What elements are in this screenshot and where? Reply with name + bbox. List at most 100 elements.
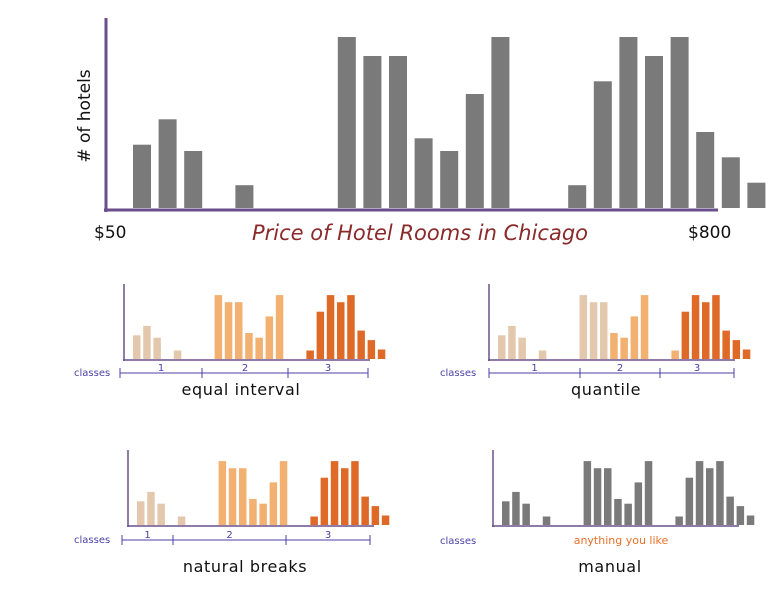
panel-bar xyxy=(579,295,588,359)
panel-bar xyxy=(685,477,694,525)
main-bar xyxy=(619,37,638,208)
panel-bar xyxy=(726,496,734,525)
panel-bar xyxy=(498,335,506,359)
main-bar xyxy=(465,94,484,208)
classes-label: classes xyxy=(74,368,110,379)
chart-title: Price of Hotel Rooms in Chicago xyxy=(252,221,588,245)
panel-bar xyxy=(367,340,376,359)
panel-bar xyxy=(310,516,318,525)
panel-bar xyxy=(371,506,380,525)
panel-bar xyxy=(218,461,227,525)
panel-bar xyxy=(634,482,643,525)
panel-bar xyxy=(173,350,182,359)
class-number-label: 3 xyxy=(325,530,331,541)
panel-bar xyxy=(624,503,632,525)
panel-bar xyxy=(610,333,618,359)
panel-bar xyxy=(265,316,274,359)
panel-bar xyxy=(716,461,724,525)
panel-bar xyxy=(341,468,349,525)
panel-bar xyxy=(691,295,700,359)
main-bar xyxy=(184,151,203,208)
panel-bar xyxy=(614,499,622,525)
panel-bar xyxy=(137,501,145,525)
panel-bar xyxy=(695,461,704,525)
panel-bar xyxy=(153,337,161,359)
panel-method-label: equal interval xyxy=(182,380,301,399)
panel-bar xyxy=(512,491,520,525)
panel-bar xyxy=(542,516,551,525)
panel-bar xyxy=(275,295,284,359)
panel-bar xyxy=(742,349,751,359)
main-bar xyxy=(158,119,177,208)
panel-bar xyxy=(235,302,243,359)
panel-bar xyxy=(732,340,741,359)
main-bar xyxy=(337,37,356,208)
main-bar xyxy=(440,151,459,208)
main-bar xyxy=(645,56,663,208)
panel-bar xyxy=(702,302,710,359)
panel-bar xyxy=(518,337,526,359)
main-bar xyxy=(491,37,510,208)
panel-bar xyxy=(593,468,602,525)
main-bar xyxy=(235,185,254,208)
panel-bar xyxy=(502,501,510,525)
panel-bar xyxy=(600,302,608,359)
main-bar xyxy=(568,185,587,208)
class-number-label: 3 xyxy=(325,363,331,374)
main-bars xyxy=(133,37,766,208)
panel-bar xyxy=(538,350,547,359)
panel-bar xyxy=(377,349,386,359)
panel-bar xyxy=(644,461,653,525)
panel-bar xyxy=(604,468,612,525)
main-bar xyxy=(133,144,151,208)
panel-bar xyxy=(259,503,267,525)
main-bar xyxy=(721,157,740,208)
main-bar xyxy=(593,81,612,208)
panel-bar xyxy=(255,337,263,359)
panel-bar xyxy=(620,337,628,359)
main-histogram: # of hotels $50 $800 Price of Hotel Room… xyxy=(75,18,766,245)
panel-bar xyxy=(214,295,223,359)
panel-bar xyxy=(249,499,257,525)
panel-bar xyxy=(589,302,598,359)
panel-bar xyxy=(722,330,730,359)
main-bar xyxy=(747,182,766,208)
class-number-label: 1 xyxy=(158,363,164,374)
panel-bar xyxy=(746,515,755,525)
panel-method-label: natural breaks xyxy=(183,557,307,576)
panel-bar xyxy=(245,333,253,359)
main-bar xyxy=(414,138,433,208)
panel-bar xyxy=(239,468,247,525)
panel-quantile: classes 1 2 3 quantile xyxy=(440,284,751,399)
class-number-label: 2 xyxy=(242,363,248,374)
classes-label: classes xyxy=(440,368,476,379)
panel-bar xyxy=(681,311,690,359)
panel-manual: classes anything you like manual xyxy=(440,450,755,576)
panel-bar xyxy=(306,350,314,359)
x-max-label: $800 xyxy=(688,223,731,243)
panel-bar xyxy=(583,461,592,525)
classes-label: classes xyxy=(440,536,476,547)
panel-bar xyxy=(316,311,325,359)
panel-method-label: quantile xyxy=(571,380,641,399)
panel-bar xyxy=(675,516,683,525)
panel-bar xyxy=(279,461,288,525)
panel-bar xyxy=(351,461,359,525)
y-axis-label: # of hotels xyxy=(75,69,95,162)
panel-bar xyxy=(326,295,335,359)
panel-equal-interval: classes 1 2 3 equal interval xyxy=(74,284,386,399)
panel-bar xyxy=(357,330,365,359)
panel-bar xyxy=(143,325,151,359)
manual-note: anything you like xyxy=(574,534,669,547)
panel-bar xyxy=(361,496,369,525)
panel-bar xyxy=(347,295,355,359)
panel-bar xyxy=(671,350,679,359)
panel-bar xyxy=(337,302,345,359)
class-number-label: 2 xyxy=(617,363,623,374)
main-bar xyxy=(363,56,382,208)
class-number-label: 1 xyxy=(531,363,537,374)
panel-bar xyxy=(157,503,165,525)
panel-bar xyxy=(133,335,141,359)
panel-bar xyxy=(269,482,278,525)
